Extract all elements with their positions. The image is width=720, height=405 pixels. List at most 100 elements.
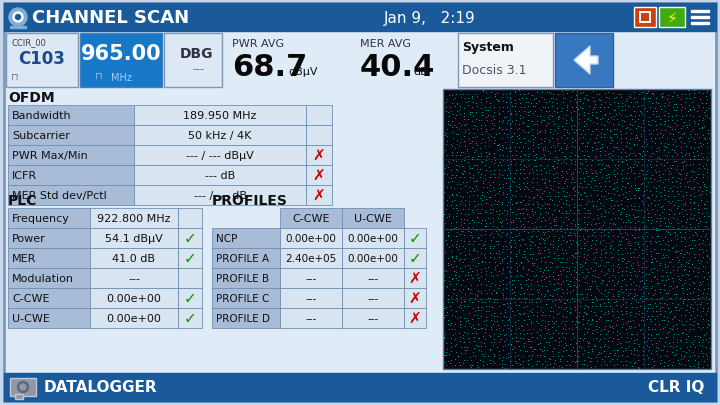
Point	[492, 248, 504, 254]
Point	[546, 104, 558, 110]
Point	[481, 197, 492, 203]
Point	[607, 326, 618, 332]
Point	[675, 171, 686, 177]
Point	[572, 224, 583, 231]
Point	[696, 339, 708, 345]
Point	[498, 153, 509, 159]
Text: ✗: ✗	[409, 291, 421, 306]
Point	[558, 132, 570, 139]
Point	[575, 160, 586, 166]
Point	[494, 104, 505, 111]
Point	[570, 358, 582, 364]
Point	[525, 330, 536, 337]
Point	[462, 212, 474, 218]
Point	[517, 166, 528, 173]
Point	[641, 295, 652, 302]
Point	[582, 214, 594, 220]
Point	[540, 264, 552, 271]
Point	[454, 104, 465, 111]
Point	[693, 126, 705, 132]
Point	[615, 330, 626, 336]
Point	[680, 92, 691, 98]
Point	[596, 144, 608, 151]
Point	[521, 123, 533, 130]
Point	[531, 329, 543, 336]
Point	[539, 139, 550, 145]
Point	[515, 284, 526, 291]
Circle shape	[9, 9, 27, 27]
Point	[558, 154, 570, 160]
Point	[659, 343, 670, 350]
Point	[566, 157, 577, 164]
Point	[515, 200, 526, 206]
Point	[667, 275, 678, 282]
Point	[616, 136, 627, 142]
Point	[505, 295, 516, 302]
Point	[628, 103, 639, 110]
Point	[624, 122, 636, 128]
Point	[603, 96, 615, 102]
Point	[446, 205, 458, 211]
Point	[493, 348, 505, 355]
Point	[630, 132, 642, 139]
Point	[468, 179, 480, 185]
Point	[509, 193, 521, 200]
Point	[564, 130, 575, 137]
Point	[653, 168, 665, 175]
Point	[658, 162, 670, 168]
Point	[556, 105, 567, 112]
Point	[702, 269, 714, 276]
Point	[492, 224, 503, 230]
Point	[695, 151, 706, 157]
Point	[540, 122, 552, 128]
Point	[637, 316, 649, 323]
Point	[600, 111, 611, 118]
Point	[667, 344, 678, 350]
Point	[538, 236, 549, 243]
Point	[701, 162, 712, 168]
Point	[654, 238, 665, 245]
Point	[674, 183, 685, 190]
Point	[655, 162, 667, 168]
Point	[544, 292, 556, 298]
Point	[556, 304, 567, 311]
Point	[598, 135, 610, 141]
Point	[678, 355, 689, 361]
Point	[525, 188, 536, 194]
Point	[619, 107, 631, 114]
Point	[539, 217, 551, 224]
Point	[510, 112, 522, 118]
Point	[654, 174, 666, 181]
Point	[621, 154, 632, 160]
Point	[561, 226, 572, 232]
Point	[504, 300, 516, 307]
Point	[557, 277, 569, 284]
Point	[662, 188, 674, 195]
Point	[624, 145, 636, 152]
Text: Power: Power	[12, 233, 46, 243]
Point	[655, 128, 667, 134]
Point	[447, 214, 459, 221]
Point	[641, 162, 652, 168]
Point	[556, 330, 567, 336]
Point	[667, 314, 679, 321]
Point	[507, 277, 518, 284]
Point	[621, 352, 633, 359]
Point	[636, 117, 648, 124]
Point	[677, 213, 688, 220]
Bar	[659, 8, 685, 28]
Point	[510, 199, 522, 205]
Point	[684, 197, 696, 203]
Point	[441, 226, 452, 232]
Point	[542, 326, 554, 332]
Point	[494, 110, 505, 117]
Point	[464, 165, 476, 171]
Point	[649, 287, 661, 293]
Point	[444, 360, 456, 367]
Point	[593, 196, 605, 203]
Point	[680, 143, 692, 150]
Point	[489, 264, 500, 271]
Point	[662, 149, 673, 156]
Point	[441, 309, 453, 315]
Point	[553, 209, 564, 215]
